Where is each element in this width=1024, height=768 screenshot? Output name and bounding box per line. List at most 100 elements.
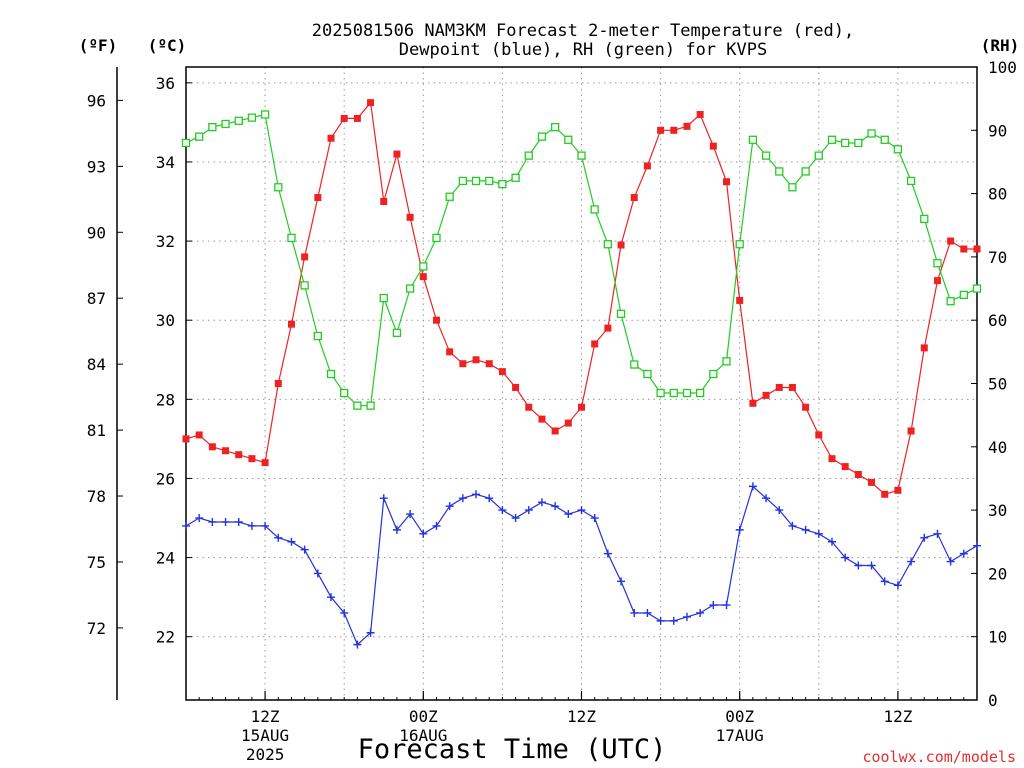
rh-point bbox=[379, 293, 388, 303]
temperature-point bbox=[881, 490, 889, 498]
dewpoint-point bbox=[775, 506, 784, 515]
temperature-point bbox=[749, 399, 757, 407]
fahrenheit-tick-label: 90 bbox=[87, 223, 106, 242]
rh-point bbox=[946, 297, 955, 306]
rh-point bbox=[616, 309, 626, 319]
dewpoint-point bbox=[247, 521, 256, 530]
dewpoint-point bbox=[551, 502, 560, 511]
dewpoint-point bbox=[406, 510, 415, 519]
rh-point bbox=[366, 401, 375, 410]
dewpoint-point bbox=[195, 514, 204, 523]
dewpoint-point bbox=[221, 517, 230, 526]
axes bbox=[116, 66, 978, 701]
dewpoint-point bbox=[946, 557, 955, 566]
dewpoint-point bbox=[472, 490, 481, 499]
temperature-point bbox=[446, 348, 454, 356]
temperature-point bbox=[868, 478, 876, 486]
dewpoint-point bbox=[498, 506, 507, 515]
rh-point bbox=[247, 113, 257, 122]
rh-point bbox=[524, 151, 533, 160]
rh-point bbox=[814, 151, 823, 160]
dewpoint-point bbox=[419, 529, 428, 538]
temperature-point bbox=[683, 122, 691, 130]
rh-point bbox=[656, 388, 665, 398]
temperature-point bbox=[643, 162, 651, 170]
rh-point bbox=[234, 116, 243, 125]
fahrenheit-tick-label: 75 bbox=[87, 553, 106, 572]
x-tick-label-date: 17AUG bbox=[716, 726, 764, 745]
temperature-point bbox=[353, 114, 361, 122]
dewpoint-point bbox=[379, 494, 388, 503]
rh-point bbox=[696, 388, 705, 398]
x-axis-label: Forecast Time (UTC) bbox=[358, 734, 667, 765]
dewpoint-point bbox=[458, 494, 467, 503]
rh-point bbox=[788, 183, 797, 192]
fahrenheit-tick-label: 96 bbox=[87, 91, 106, 110]
rh-point bbox=[827, 135, 837, 144]
x-tick-label-year: 2025 bbox=[246, 745, 285, 764]
dewpoint-point bbox=[841, 553, 850, 562]
rh-point bbox=[405, 284, 415, 293]
dewpoint-point bbox=[656, 616, 665, 625]
fahrenheit-tick-label: 84 bbox=[87, 355, 106, 374]
rh-point bbox=[801, 167, 810, 176]
chart-title-line2: Dewpoint (blue), RH (green) for KVPS bbox=[399, 40, 767, 60]
dewpoint-point bbox=[603, 549, 612, 558]
x-tick-label-time: 12Z bbox=[883, 707, 912, 726]
temperature-point bbox=[933, 277, 941, 285]
unit-fahrenheit-label: (ºF) bbox=[79, 36, 118, 55]
fahrenheit-tick-label: 72 bbox=[87, 619, 106, 638]
dewpoint-point bbox=[564, 510, 573, 519]
rh-point bbox=[485, 176, 494, 186]
temperature-point bbox=[775, 383, 783, 391]
temperature-point bbox=[841, 463, 849, 471]
x-tick-label-time: 00Z bbox=[409, 707, 438, 726]
dewpoint-point bbox=[748, 482, 757, 491]
dewpoint-point bbox=[762, 494, 771, 503]
dewpoint-point bbox=[867, 561, 876, 570]
rh-tick-label: 90 bbox=[988, 121, 1007, 140]
rh-tick-label: 10 bbox=[988, 628, 1007, 647]
temperature-point bbox=[696, 110, 704, 118]
dewpoint-point bbox=[854, 561, 863, 570]
dewpoint-point bbox=[392, 525, 401, 534]
rh-point bbox=[630, 360, 639, 369]
dewpoint-point bbox=[577, 506, 586, 515]
dewpoint-point bbox=[485, 494, 494, 503]
rh-point bbox=[841, 138, 850, 148]
unit-rh-label: (RH) bbox=[981, 36, 1020, 55]
rh-tick-label: 0 bbox=[988, 691, 998, 710]
fahrenheit-tick-label: 78 bbox=[87, 487, 106, 506]
dewpoint-point bbox=[801, 525, 810, 534]
rh-point bbox=[498, 179, 507, 189]
rh-point bbox=[300, 281, 309, 290]
temperature-point bbox=[459, 360, 467, 368]
dewpoint-point bbox=[313, 569, 322, 578]
dewpoint-point bbox=[709, 601, 718, 610]
dewpoint-point bbox=[630, 608, 639, 617]
dewpoint-point bbox=[696, 608, 705, 617]
temperature-point bbox=[261, 459, 269, 467]
temperature-point bbox=[907, 427, 915, 435]
dewpoint-point bbox=[537, 498, 546, 507]
temperature-point bbox=[419, 273, 427, 281]
temperature-point bbox=[195, 431, 203, 439]
rh-tick-label: 70 bbox=[988, 248, 1007, 267]
celsius-tick-label: 26 bbox=[156, 469, 175, 488]
dewpoint-point bbox=[920, 533, 929, 542]
rh-point bbox=[260, 110, 270, 119]
temperature-point bbox=[960, 245, 968, 253]
dewpoint-point bbox=[366, 628, 375, 637]
temperature-point bbox=[485, 360, 493, 368]
rh-point bbox=[221, 119, 230, 129]
dewpoint-point bbox=[827, 537, 836, 546]
dewpoint-point bbox=[907, 557, 916, 566]
temperature-point bbox=[670, 126, 678, 134]
celsius-tick-label: 36 bbox=[156, 74, 175, 93]
rh-point bbox=[972, 284, 982, 293]
rh-point bbox=[880, 135, 889, 144]
temperature-point bbox=[498, 368, 506, 376]
temperature-point bbox=[920, 344, 928, 352]
rh-tick-label: 50 bbox=[988, 375, 1007, 394]
temperature-point bbox=[432, 316, 440, 324]
